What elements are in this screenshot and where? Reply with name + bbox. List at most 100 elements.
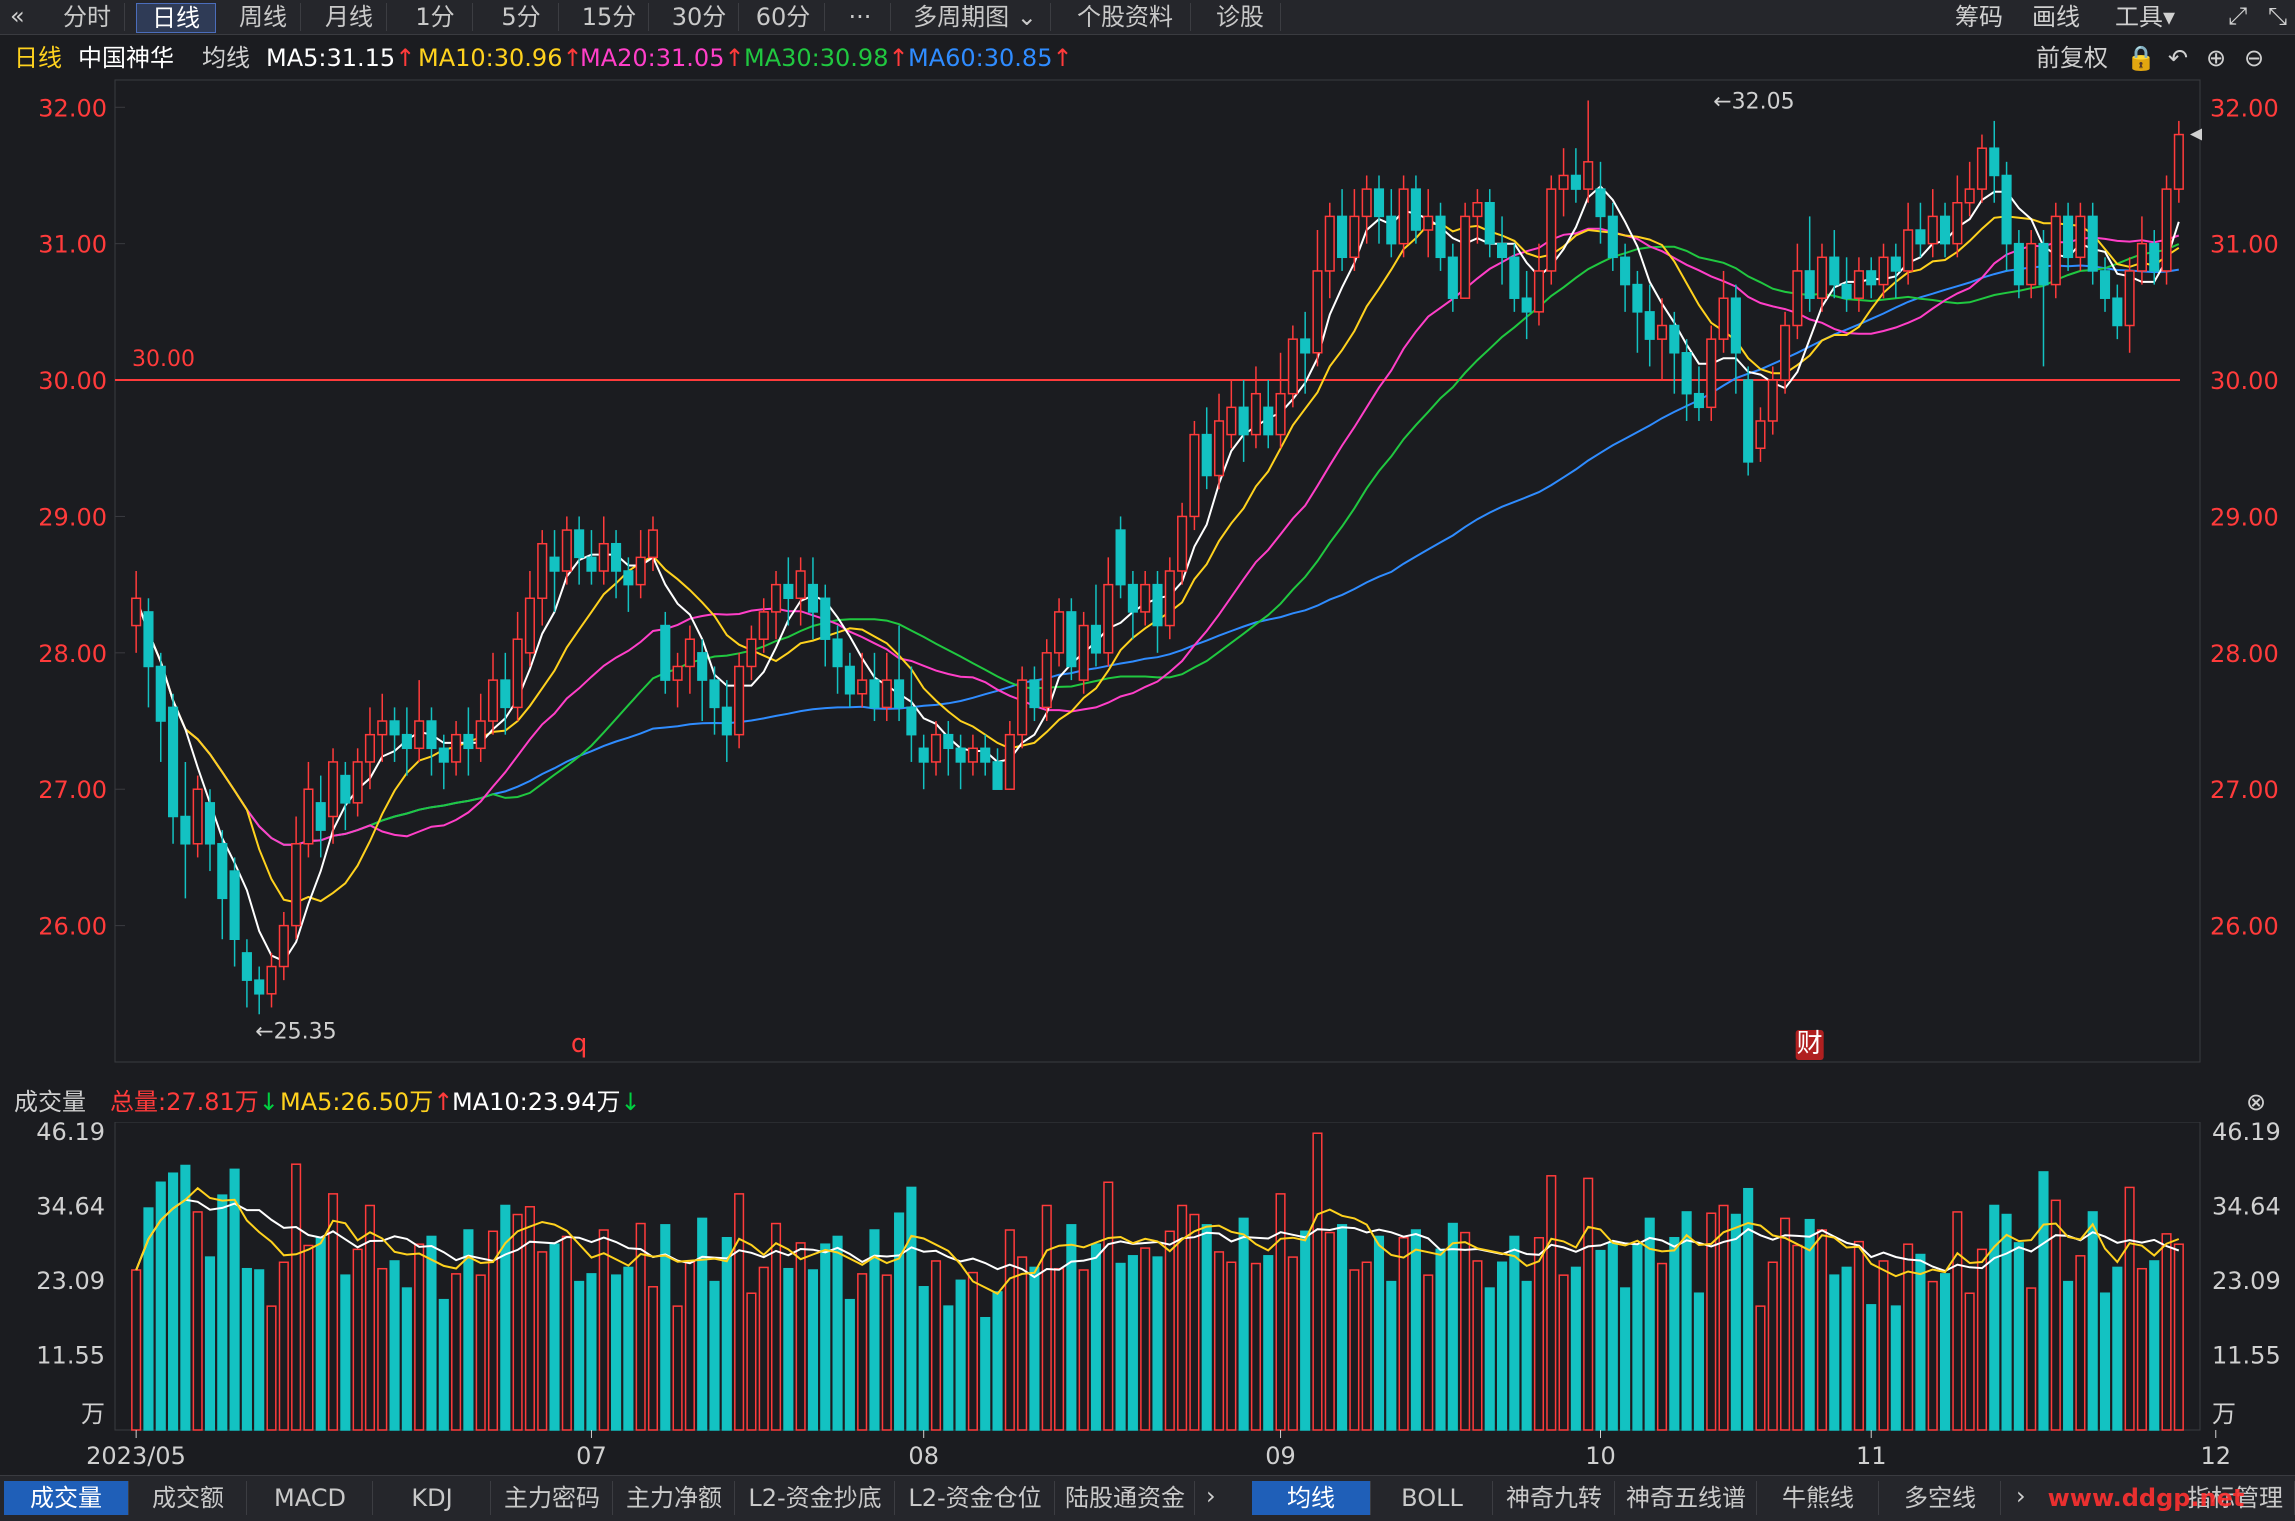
volume-bar xyxy=(1915,1253,1926,1431)
zoom-in-icon[interactable]: ⊕ xyxy=(2206,44,2227,72)
indicator-tab-8[interactable]: 陆股通资金 xyxy=(1056,1481,1195,1515)
volume-bar xyxy=(1447,1222,1458,1431)
back-icon[interactable]: « xyxy=(10,2,25,30)
volume-bar xyxy=(598,1229,609,1431)
chevron-right-more-icon[interactable]: › xyxy=(2016,1482,2026,1510)
overlay-tab-0[interactable]: 均线 xyxy=(1252,1481,1371,1515)
tab-10[interactable]: 多周期图 ⌄ xyxy=(900,3,1051,31)
candle xyxy=(2124,270,2135,327)
adjust-mode[interactable]: 前复权 xyxy=(2036,44,2108,72)
candle xyxy=(709,679,720,709)
tab-5[interactable]: 5分 xyxy=(484,3,559,31)
tab-4[interactable]: 1分 xyxy=(398,3,473,31)
candle xyxy=(1533,270,1545,313)
x-tick-label: 12 xyxy=(2200,1442,2231,1470)
zoom-out-icon[interactable]: ⊖ xyxy=(2244,44,2265,72)
volume-bar xyxy=(1841,1266,1852,1431)
candle xyxy=(266,965,277,995)
candle xyxy=(660,624,671,681)
overlay-tab-3[interactable]: 神奇五线谱 xyxy=(1616,1481,1757,1515)
indicator-tab-2[interactable]: MACD xyxy=(248,1481,373,1515)
volume-bar xyxy=(1201,1224,1212,1431)
volume-bar xyxy=(1890,1305,1901,1431)
fullscreen-icon[interactable]: ⤢ xyxy=(2228,2,2248,30)
y-tick-label: 27.00 xyxy=(38,776,107,804)
volume-bar xyxy=(229,1168,240,1431)
ref-line-label: 30.00 xyxy=(132,347,195,372)
volume-bar xyxy=(327,1193,339,1431)
tab-3[interactable]: 月线 xyxy=(312,3,387,31)
volume-bar xyxy=(623,1266,634,1431)
volume-bar xyxy=(709,1280,720,1431)
ma20-up-icon: ↑ xyxy=(724,44,745,72)
volume-title: 成交量 xyxy=(14,1088,86,1116)
overlay-tab-5[interactable]: 多空线 xyxy=(1880,1481,2001,1515)
candle xyxy=(2149,242,2160,272)
candle xyxy=(1939,215,1951,245)
indicator-tab-3[interactable]: KDJ xyxy=(374,1481,491,1515)
indicator-tab-7[interactable]: L2-资金仓位 xyxy=(896,1481,1055,1515)
chevron-right-icon[interactable]: › xyxy=(1206,1482,1216,1510)
volume-bar xyxy=(1964,1292,1975,1431)
x-tick-label: 08 xyxy=(908,1442,939,1470)
tab-8[interactable]: 60分 xyxy=(742,3,825,31)
tab-7[interactable]: 30分 xyxy=(660,3,739,31)
x-tick-label: 2023/05 xyxy=(86,1442,186,1470)
volume-bar xyxy=(660,1224,671,1431)
volume-bar xyxy=(906,1186,917,1431)
tools-button[interactable]: 工具▾ xyxy=(2115,3,2175,31)
overlay-tab-4[interactable]: 牛熊线 xyxy=(1758,1481,1879,1515)
undo-icon[interactable]: ↶ xyxy=(2168,44,2189,72)
tab-6[interactable]: 15分 xyxy=(570,3,649,31)
indicator-tab-4[interactable]: 主力密码 xyxy=(492,1481,613,1515)
candle xyxy=(980,747,991,763)
site-watermark: www.ddgp.net xyxy=(2047,1484,2245,1512)
draw-line-button[interactable]: 画线 xyxy=(2032,3,2080,31)
lock-icon[interactable]: 🔒 xyxy=(2126,44,2156,72)
indicator-tab-5[interactable]: 主力净额 xyxy=(614,1481,735,1515)
volume-bar xyxy=(783,1267,794,1431)
candle xyxy=(1103,583,1114,654)
indicator-tabs-bar: 成交量 成交额 MACD KDJ 主力密码 主力净额 L2-资金抄底 L2-资金仓位 陆股通资金… xyxy=(0,1475,2295,1521)
y-tick-label-right: 27.00 xyxy=(2210,776,2279,804)
candle xyxy=(1140,583,1151,613)
collapse-icon[interactable]: ⤡ xyxy=(2268,2,2288,30)
candle xyxy=(426,720,437,750)
overlay-tab-1[interactable]: BOLL xyxy=(1372,1481,1493,1515)
tab-11[interactable]: 个股资料 xyxy=(1060,3,1191,31)
volume-bar xyxy=(1090,1243,1102,1431)
volume-bar xyxy=(426,1235,437,1431)
tab-0[interactable]: 分时 xyxy=(50,3,125,31)
volume-bar xyxy=(930,1260,942,1431)
period-label: 日线 xyxy=(14,44,62,72)
candle xyxy=(131,597,142,627)
indicator-tab-0[interactable]: 成交量 xyxy=(4,1481,129,1515)
candle xyxy=(229,870,240,940)
volume-bar xyxy=(672,1305,683,1431)
y-tick-label-right: 26.00 xyxy=(2210,913,2279,941)
candle xyxy=(1903,229,1914,272)
ma-label[interactable]: 均线 xyxy=(202,44,250,72)
tab-1[interactable]: 日线 xyxy=(136,3,216,33)
volume-bar xyxy=(684,1261,695,1431)
price-frame xyxy=(114,79,2201,1063)
volume-bar xyxy=(857,1273,868,1431)
overlay-tab-2[interactable]: 神奇九转 xyxy=(1494,1481,1615,1515)
vol-tick-label-right: 46.19 xyxy=(2212,1118,2281,1146)
candle xyxy=(1693,392,1704,409)
indicator-tab-6[interactable]: L2-资金抄底 xyxy=(736,1481,895,1515)
tab-2[interactable]: 周线 xyxy=(226,3,301,31)
volume-bar xyxy=(217,1194,228,1431)
volume-bar xyxy=(1337,1224,1348,1431)
tab-12[interactable]: 诊股 xyxy=(1200,3,1281,31)
indicator-tab-1[interactable]: 成交额 xyxy=(130,1481,247,1515)
volume-bar xyxy=(315,1236,326,1431)
volume-bar xyxy=(807,1269,819,1431)
volume-bar xyxy=(1730,1213,1741,1431)
tab-9[interactable]: ··· xyxy=(830,3,891,31)
volume-bar xyxy=(1127,1255,1138,1431)
volume-bar xyxy=(377,1267,388,1431)
close-volume-icon[interactable]: ⊗ xyxy=(2246,1088,2267,1116)
chips-button[interactable]: 筹码 xyxy=(1955,3,2003,31)
